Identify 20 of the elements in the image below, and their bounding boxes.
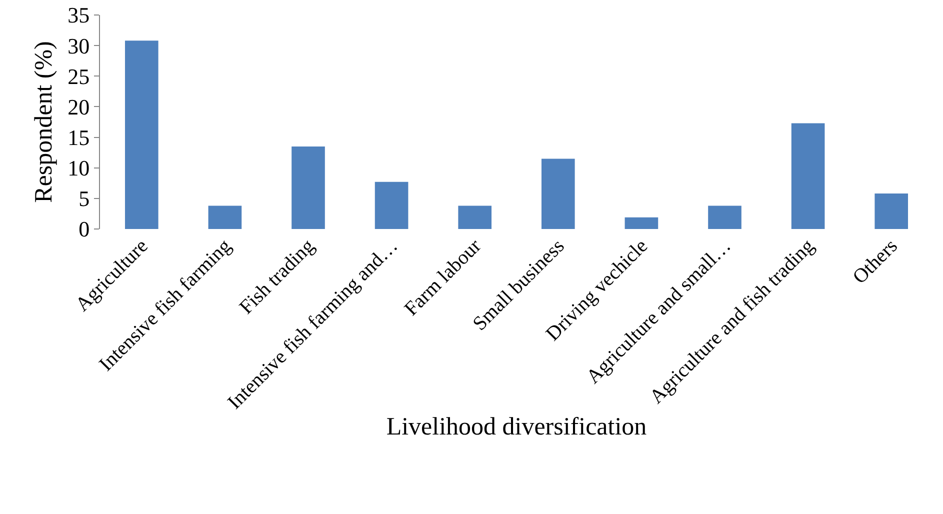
y-tick-label: 30 (68, 33, 90, 58)
y-tick-label: 0 (78, 216, 90, 242)
bar (124, 40, 158, 229)
bar (874, 194, 908, 229)
y-tick-label: 35 (68, 2, 90, 28)
bar (374, 182, 408, 229)
y-tick-label: 20 (68, 94, 90, 120)
bar (541, 158, 575, 229)
y-tick-label: 5 (78, 186, 90, 212)
bar (458, 206, 492, 229)
y-tick-label: 15 (68, 124, 90, 150)
y-tick-label: 10 (68, 156, 90, 181)
bar (791, 123, 825, 229)
bar (292, 146, 325, 229)
x-axis-title: Livelihood diversification (386, 414, 648, 441)
bar (208, 206, 242, 229)
y-tick-label: 25 (68, 64, 90, 89)
bar (624, 217, 658, 229)
y-axis-title: Respondent (%) (30, 41, 58, 203)
bar (708, 206, 742, 229)
